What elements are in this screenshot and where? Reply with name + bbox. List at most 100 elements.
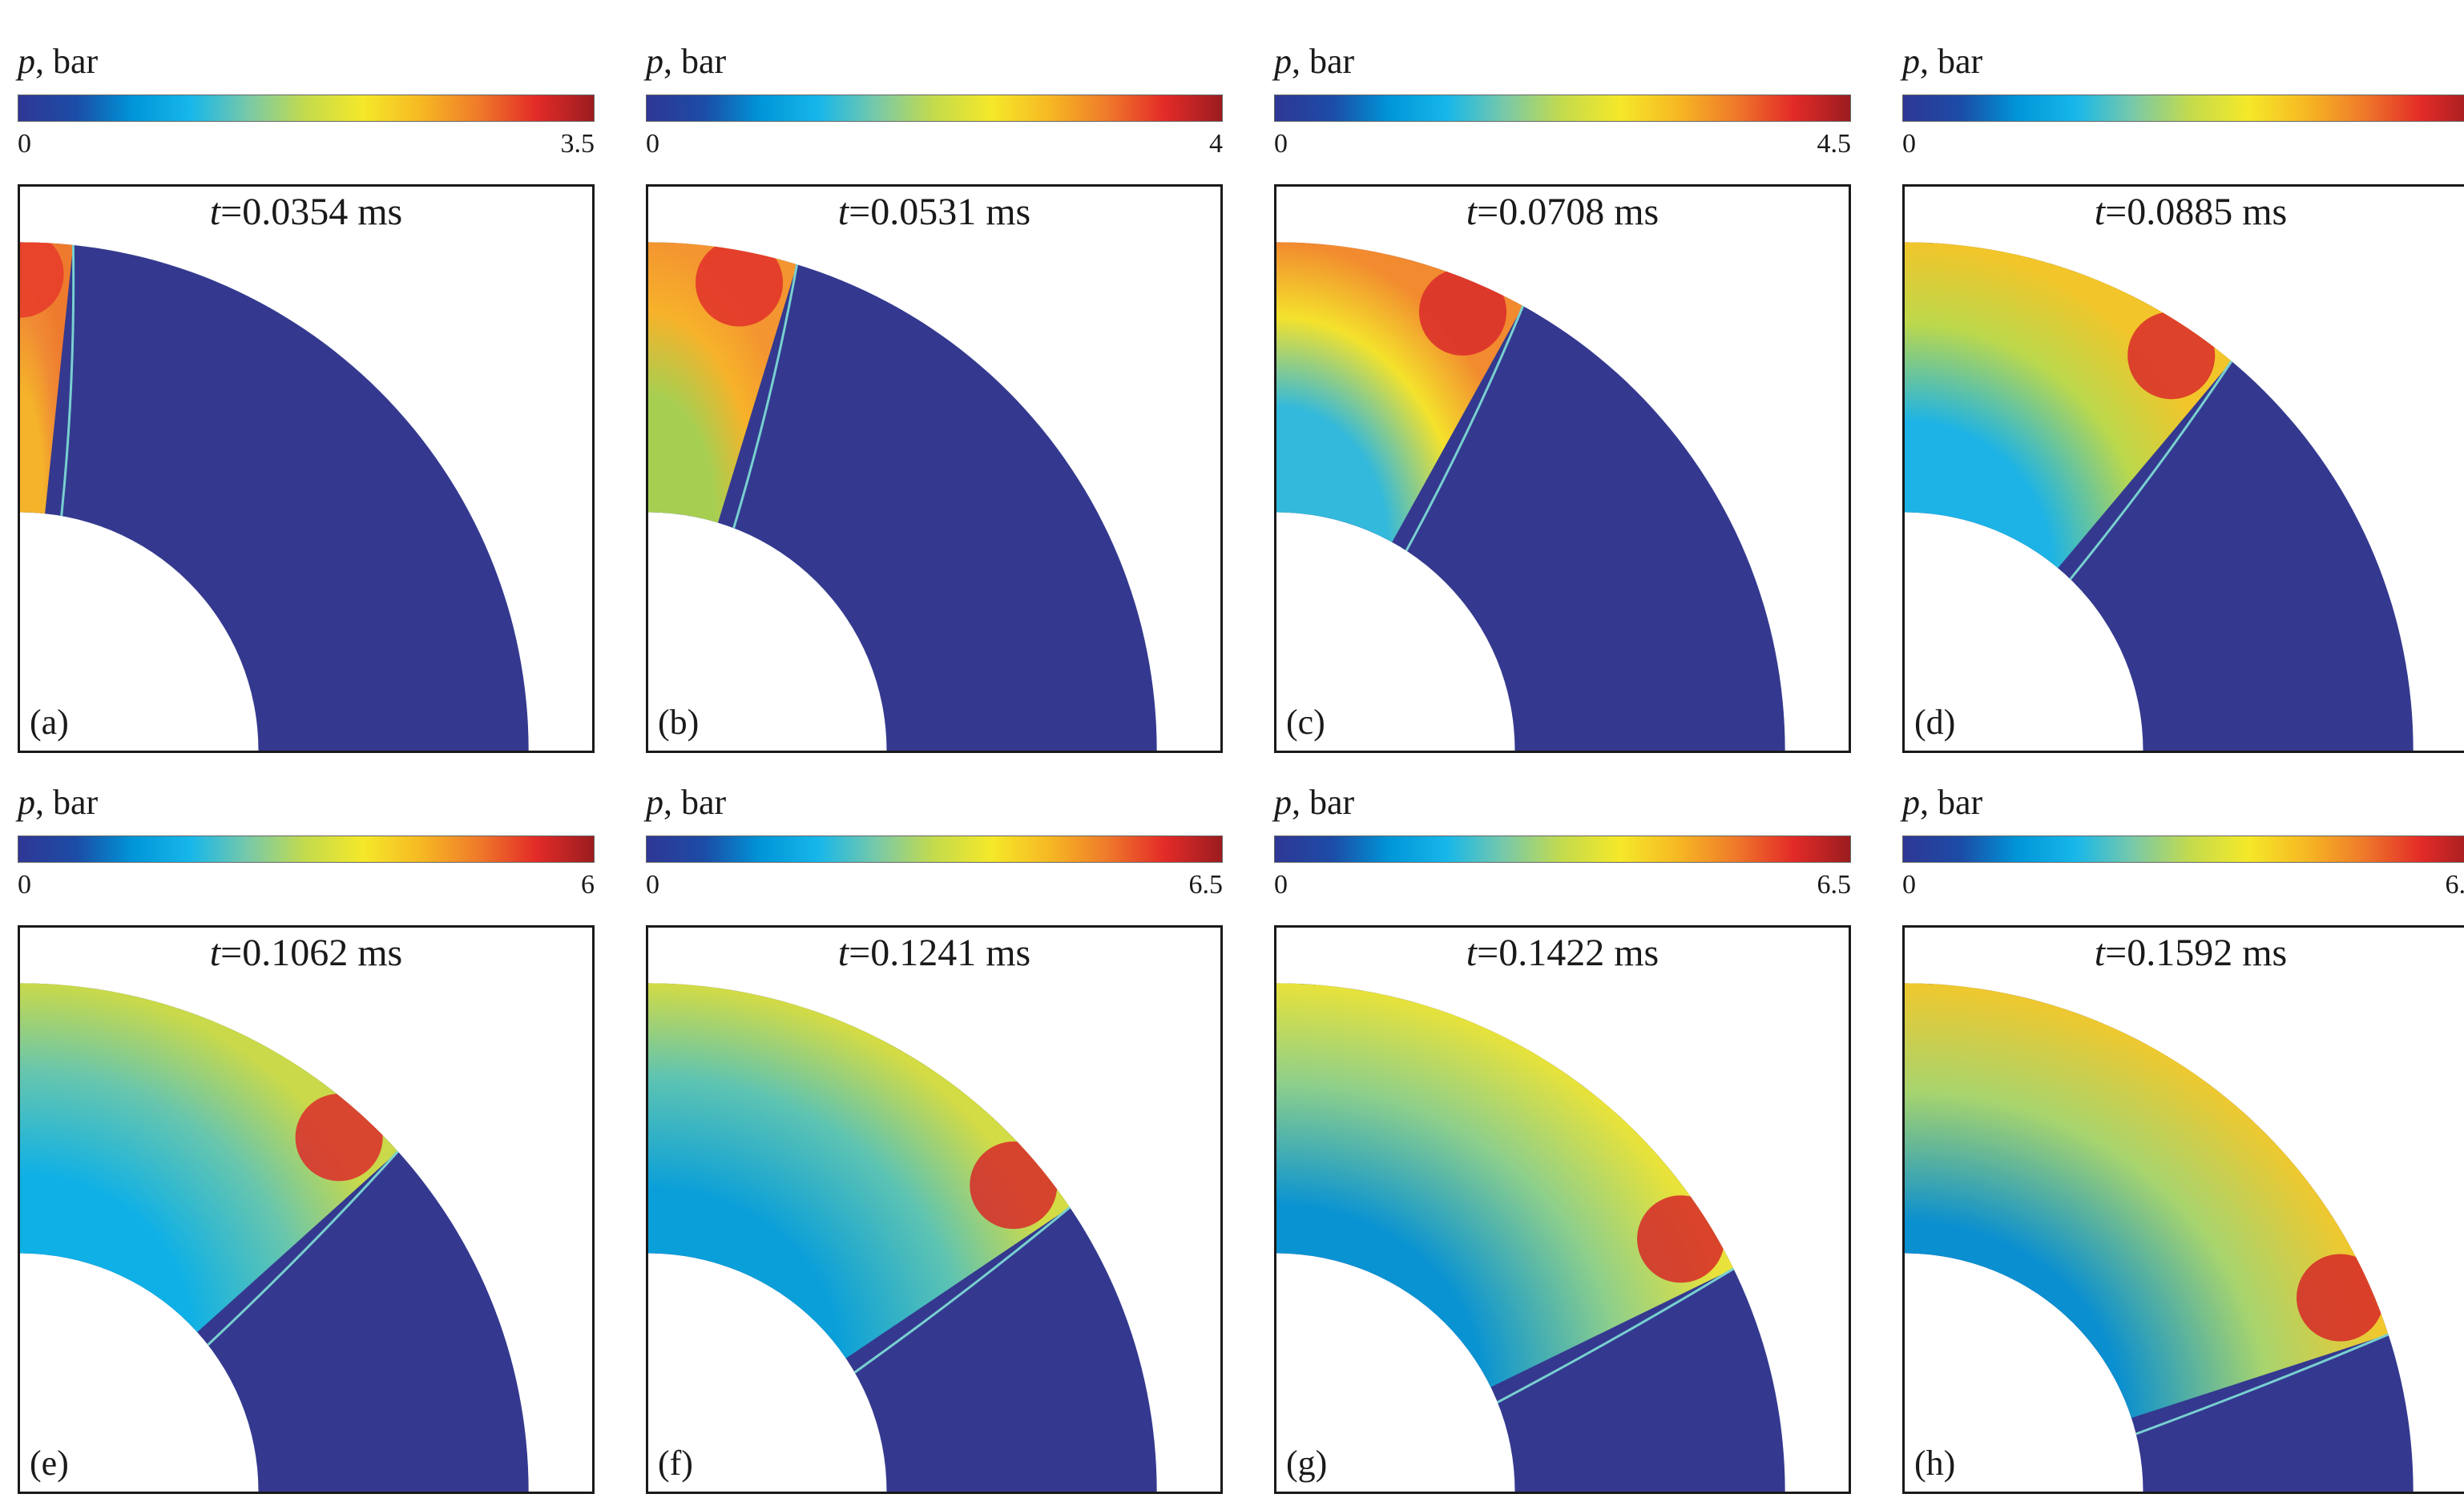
colorbar-unit: , bar	[663, 783, 726, 822]
contour-svg	[648, 928, 1220, 1492]
contour-svg	[1905, 187, 2464, 751]
time-value: =0.0354 ms	[220, 191, 402, 233]
colorbar-label: p, bar	[1274, 781, 1354, 824]
colorbar	[646, 836, 1223, 863]
colorbar-min-label: 0	[646, 869, 659, 901]
colorbar-max-label: 6.5	[1817, 869, 1852, 901]
time-value: =0.0708 ms	[1477, 191, 1659, 233]
time-label: t=0.0885 ms	[1905, 188, 2464, 236]
colorbar-unit: , bar	[35, 783, 98, 822]
panel-a: p, bar 0 3.5 t=0.0354 ms (a)	[18, 48, 595, 769]
colorbar-max-label: 4.5	[1817, 128, 1852, 160]
contour-plot: t=0.0885 ms (d)	[1902, 184, 2464, 753]
colorbar-unit: , bar	[1292, 42, 1354, 81]
contour-plot: t=0.0708 ms (c)	[1274, 184, 1851, 753]
colorbar-variable: p	[1274, 783, 1292, 822]
time-variable: t	[210, 932, 220, 974]
time-value: =0.0885 ms	[2105, 191, 2287, 233]
colorbar-variable: p	[1274, 42, 1292, 81]
time-label: t=0.0531 ms	[648, 188, 1220, 236]
peak-pressure-spot	[1419, 268, 1506, 356]
colorbar-label: p, bar	[1274, 40, 1354, 83]
colorbar-label: p, bar	[646, 40, 726, 83]
contour-svg	[20, 928, 592, 1492]
peak-pressure-spot	[2297, 1254, 2384, 1341]
time-variable: t	[2095, 191, 2105, 233]
time-label: t=0.1422 ms	[1276, 929, 1849, 977]
contour-plot: t=0.1241 ms (f)	[646, 925, 1223, 1494]
time-variable: t	[1466, 932, 1477, 974]
colorbar-variable: p	[646, 42, 663, 81]
colorbar	[1274, 836, 1851, 863]
colorbar-min-label: 0	[1274, 869, 1288, 901]
time-value: =0.1422 ms	[1477, 932, 1659, 974]
panel-letter: (g)	[1286, 1442, 1327, 1485]
panel-letter: (c)	[1286, 701, 1325, 744]
panel-letter: (f)	[658, 1442, 693, 1485]
peak-pressure-spot	[2127, 312, 2215, 399]
time-variable: t	[210, 191, 220, 233]
colorbar-max-label: 6.5	[2446, 869, 2464, 901]
contour-plot: t=0.1592 ms (h)	[1902, 925, 2464, 1494]
contour-svg	[648, 187, 1220, 751]
colorbar-label: p, bar	[646, 781, 726, 824]
colorbar-min-label: 0	[18, 869, 31, 901]
contour-plot: t=0.0354 ms (a)	[18, 184, 595, 753]
peak-pressure-spot	[296, 1093, 383, 1181]
colorbar-min-label: 0	[1902, 869, 1916, 901]
time-label: t=0.0708 ms	[1276, 188, 1849, 236]
colorbar	[1902, 95, 2464, 122]
colorbar-label: p, bar	[18, 40, 98, 83]
panel-e: p, bar 0 6 t=0.1062 ms (e)	[18, 789, 595, 1510]
colorbar-label: p, bar	[1902, 781, 1982, 824]
colorbar-unit: , bar	[35, 42, 98, 81]
colorbar-min-label: 0	[18, 128, 31, 160]
colorbar-unit: , bar	[1292, 783, 1354, 822]
colorbar	[1274, 95, 1851, 122]
panel-b: p, bar 0 4 t=0.0531 ms (b)	[646, 48, 1223, 769]
contour-svg	[1276, 928, 1849, 1492]
time-variable: t	[838, 191, 849, 233]
colorbar-min-label: 0	[646, 128, 659, 160]
colorbar-unit: , bar	[663, 42, 726, 81]
contour-plot: t=0.1062 ms (e)	[18, 925, 595, 1494]
peak-pressure-spot	[970, 1142, 1057, 1229]
time-label: t=0.1241 ms	[648, 929, 1220, 977]
panel-letter: (a)	[30, 701, 69, 744]
colorbar-label: p, bar	[18, 781, 98, 824]
panel-letter: (b)	[658, 701, 699, 744]
colorbar-min-label: 0	[1902, 128, 1916, 160]
panel-f: p, bar 0 6.5 t=0.1241 ms (f)	[646, 789, 1223, 1510]
time-value: =0.1062 ms	[220, 932, 402, 974]
panel-letter: (d)	[1914, 701, 1955, 744]
colorbar-max-label: 6.5	[1189, 869, 1224, 901]
panel-letter: (e)	[30, 1442, 69, 1485]
time-variable: t	[1466, 191, 1477, 233]
colorbar-label: p, bar	[1902, 40, 1982, 83]
time-label: t=0.1062 ms	[20, 929, 592, 977]
colorbar	[1902, 836, 2464, 863]
contour-svg	[20, 187, 592, 751]
time-value: =0.0531 ms	[849, 191, 1030, 233]
colorbar-variable: p	[18, 783, 35, 822]
panel-g: p, bar 0 6.5 t=0.1422 ms (g)	[1274, 789, 1851, 1510]
colorbar-max-label: 6	[581, 869, 595, 901]
contour-svg	[1905, 928, 2464, 1492]
panel-c: p, bar 0 4.5 t=0.0708 ms (c)	[1274, 48, 1851, 769]
contour-svg	[1276, 187, 1849, 751]
undisturbed-region	[20, 242, 529, 751]
contour-plot: t=0.1422 ms (g)	[1274, 925, 1851, 1494]
time-value: =0.1241 ms	[849, 932, 1030, 974]
peak-pressure-spot	[696, 239, 783, 326]
colorbar-variable: p	[1902, 42, 1920, 81]
time-variable: t	[2095, 932, 2105, 974]
panel-letter: (h)	[1914, 1442, 1955, 1485]
contour-plot: t=0.0531 ms (b)	[646, 184, 1223, 753]
colorbar-variable: p	[18, 42, 35, 81]
colorbar-max-label: 4	[1209, 128, 1223, 160]
colorbar-unit: , bar	[1920, 42, 1982, 81]
colorbar-variable: p	[1902, 783, 1920, 822]
time-value: =0.1592 ms	[2105, 932, 2287, 974]
panel-h: p, bar 0 6.5 t=0.1592 ms (h)	[1902, 789, 2464, 1510]
compressed-region	[1905, 983, 2389, 1418]
